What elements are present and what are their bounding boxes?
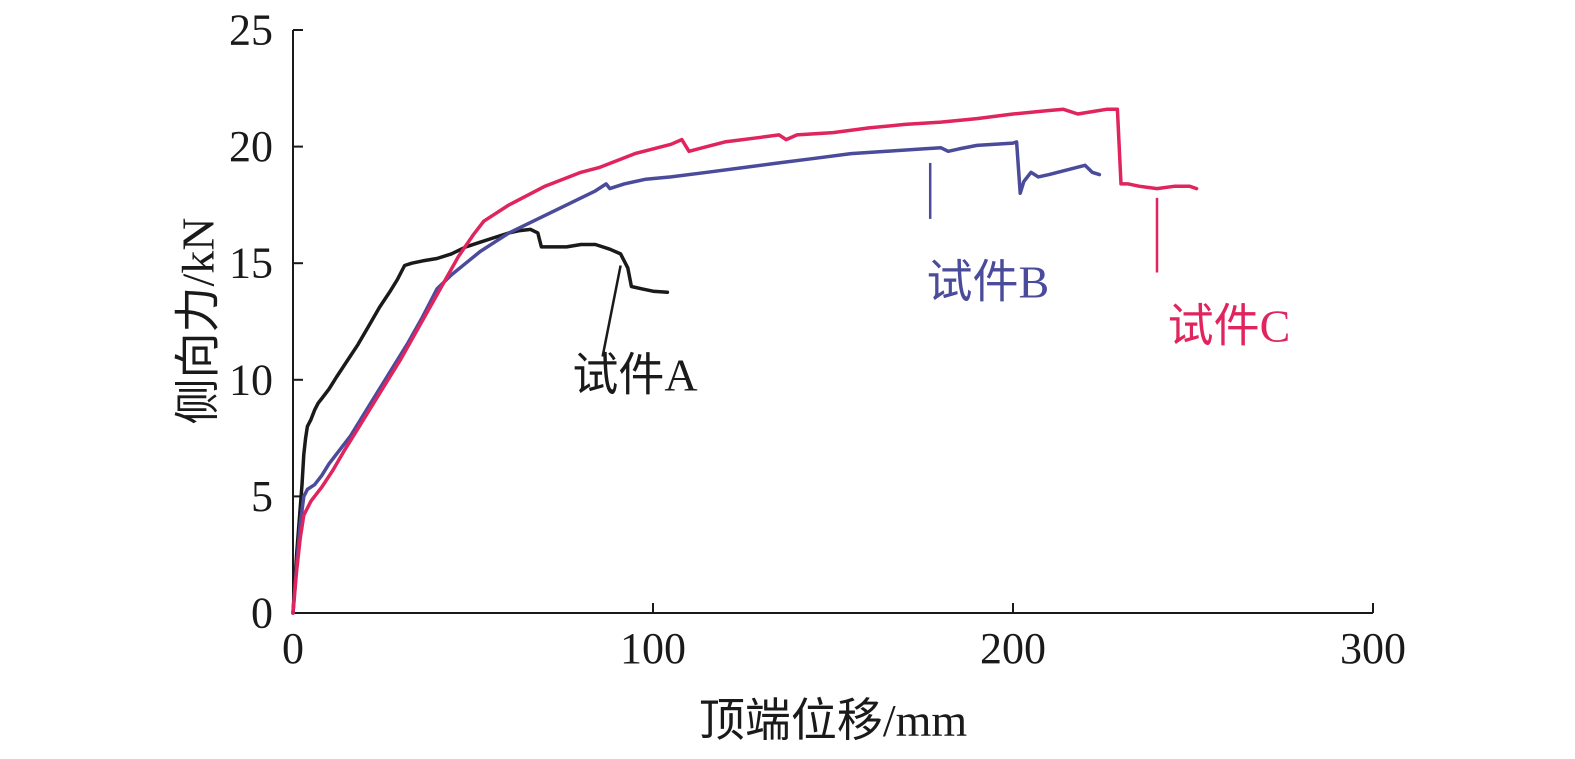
- x-tick-label: 200: [980, 624, 1046, 673]
- x-tick-label: 100: [620, 624, 686, 673]
- y-tick-label: 15: [229, 239, 273, 288]
- series-label-specimen-b: 试件B: [926, 256, 1049, 307]
- y-tick-label: 25: [229, 6, 273, 55]
- x-tick-label: 300: [1340, 624, 1406, 673]
- y-axis: 侧向力/kN: [173, 30, 294, 613]
- y-tick-label: 10: [229, 355, 273, 404]
- series-layer: [291, 107, 1199, 615]
- annotation-leader-line: [601, 265, 622, 357]
- x-axis-label: 顶端位移/mm: [699, 695, 968, 746]
- series-line-specimen-b: [291, 140, 1102, 615]
- y-ticks: 0 5 10 15 20 25: [229, 6, 303, 638]
- x-ticks: 0 100 200 300: [282, 603, 1406, 673]
- series-label-specimen-a: 试件A: [572, 350, 697, 401]
- series-line-specimen-c: [291, 107, 1199, 615]
- series-line-specimen-a: [291, 227, 670, 615]
- y-tick-label: 0: [251, 589, 273, 638]
- annotation-layer: 试件A 试件B 试件C: [572, 162, 1291, 401]
- series-label-specimen-c: 试件C: [1168, 301, 1291, 352]
- y-tick-label: 5: [251, 472, 273, 521]
- y-tick-label: 20: [229, 122, 273, 171]
- y-axis-label: 侧向力/kN: [173, 218, 224, 425]
- x-axis: 顶端位移/mm: [293, 612, 1373, 746]
- x-tick-label: 0: [282, 624, 304, 673]
